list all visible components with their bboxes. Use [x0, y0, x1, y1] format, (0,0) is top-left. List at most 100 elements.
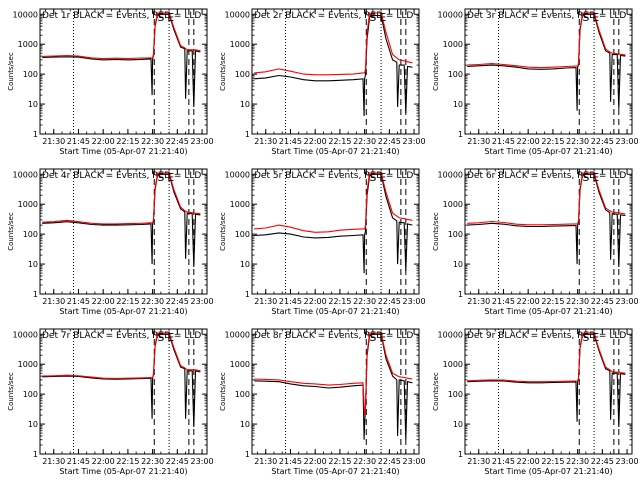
- y-axis-label: Counts/sec: [219, 52, 227, 91]
- end-marker: E: [379, 331, 386, 344]
- x-tick-label: 23:00: [616, 457, 639, 466]
- x-tick-label: 23:00: [403, 297, 426, 306]
- y-tick-label: 1000: [18, 200, 38, 209]
- y-tick-label: 1000: [443, 40, 463, 49]
- start-marker: S: [582, 171, 589, 184]
- x-axis-label: Start Time (05-Apr-07 21:21:40): [59, 147, 187, 156]
- start-marker: S: [157, 171, 164, 184]
- y-tick-label: 10: [453, 100, 463, 109]
- panel-title: Det 5r BLACK = Events, RED = LLD: [254, 171, 413, 181]
- x-axis-label: Start Time (05-Apr-07 21:21:40): [271, 147, 399, 156]
- y-tick-label: 1: [33, 290, 38, 299]
- y-tick-label: 10000: [225, 330, 250, 339]
- y-axis-label: Counts/sec: [219, 212, 227, 251]
- x-tick-label: 22:30: [566, 297, 589, 306]
- lld-series-line: [467, 332, 626, 383]
- x-tick-label: 22:30: [141, 137, 164, 146]
- y-tick-label: 10: [240, 100, 250, 109]
- x-tick-label: 22:00: [304, 457, 327, 466]
- x-tick-label: 22:30: [566, 137, 589, 146]
- y-tick-label: 10000: [438, 330, 463, 339]
- x-tick-label: 22:15: [328, 137, 351, 146]
- x-tick-label: 22:45: [378, 297, 401, 306]
- y-tick-label: 100: [448, 230, 463, 239]
- x-tick-label: 22:15: [541, 457, 564, 466]
- end-marker: E: [167, 11, 174, 24]
- x-tick-label: 22:45: [378, 137, 401, 146]
- x-axis-label: Start Time (05-Apr-07 21:21:40): [271, 467, 399, 476]
- lld-series-line: [42, 172, 201, 225]
- end-marker: E: [592, 171, 599, 184]
- lld-series-line: [467, 172, 626, 226]
- plot-frame: [464, 328, 633, 455]
- y-tick-label: 100: [235, 70, 250, 79]
- y-tick-label: 1: [458, 290, 463, 299]
- end-marker: E: [167, 331, 174, 344]
- detector-panel: Det 1r BLACK = Events, RED = LLD 1 10 100 10…: [7, 8, 214, 156]
- y-tick-label: 1: [245, 450, 250, 459]
- y-tick-label: 10: [240, 420, 250, 429]
- x-tick-label: 22:00: [92, 457, 115, 466]
- end-marker: E: [379, 11, 386, 24]
- start-marker: S: [157, 11, 164, 24]
- y-tick-label: 1000: [18, 360, 38, 369]
- x-tick-label: 22:15: [116, 137, 139, 146]
- x-tick-label: 22:00: [517, 137, 540, 146]
- lld-series-line: [254, 12, 413, 76]
- detector-panel: Det 6r BLACK = Events, RED = LLD 1 10 100 10…: [432, 168, 639, 316]
- y-tick-label: 1: [33, 130, 38, 139]
- detector-panel: Det 8r BLACK = Events, RED = LLD 1 10 100 10…: [219, 328, 426, 476]
- events-series-line: [467, 333, 626, 428]
- x-axis-label: Start Time (05-Apr-07 21:21:40): [271, 307, 399, 316]
- y-axis-label: Counts/sec: [219, 372, 227, 411]
- y-tick-label: 10: [240, 260, 250, 269]
- x-tick-label: 21:45: [67, 137, 90, 146]
- x-tick-label: 22:45: [591, 137, 614, 146]
- x-tick-label: 22:30: [353, 297, 376, 306]
- y-tick-label: 1: [458, 450, 463, 459]
- x-tick-label: 22:15: [328, 457, 351, 466]
- y-tick-label: 100: [448, 390, 463, 399]
- start-marker: S: [582, 11, 589, 24]
- y-axis-label: Counts/sec: [432, 372, 440, 411]
- plot-frame: [251, 328, 420, 455]
- y-tick-label: 1: [33, 450, 38, 459]
- y-tick-label: 10000: [13, 170, 38, 179]
- x-tick-label: 21:30: [42, 297, 65, 306]
- y-tick-label: 10: [28, 420, 38, 429]
- events-series-line: [42, 13, 201, 108]
- detector-panel: Det 7r BLACK = Events, RED = LLD 1 10 100 10…: [7, 328, 214, 476]
- start-marker: S: [369, 171, 376, 184]
- y-axis-label: Counts/sec: [7, 212, 15, 251]
- events-series-line: [467, 13, 626, 111]
- plot-frame: [251, 8, 420, 135]
- y-tick-label: 10: [453, 420, 463, 429]
- end-marker: E: [592, 11, 599, 24]
- end-marker: E: [167, 171, 174, 184]
- x-tick-label: 22:30: [353, 457, 376, 466]
- x-tick-label: 22:30: [141, 297, 164, 306]
- detector-panel: Det 5r BLACK = Events, RED = LLD 1 10 100 10…: [219, 168, 426, 316]
- events-series-line: [254, 173, 413, 274]
- panel-title: Det 1r BLACK = Events, RED = LLD: [42, 11, 201, 21]
- x-axis-label: Start Time (05-Apr-07 21:21:40): [484, 307, 612, 316]
- panel-title: Det 7r BLACK = Events, RED = LLD: [42, 331, 201, 341]
- plot-frame: [39, 8, 208, 135]
- start-marker: S: [369, 331, 376, 344]
- x-tick-label: 22:30: [353, 137, 376, 146]
- x-tick-label: 21:45: [67, 297, 90, 306]
- start-marker: S: [369, 11, 376, 24]
- x-tick-label: 23:00: [616, 297, 639, 306]
- plot-frame: [464, 8, 633, 135]
- x-tick-label: 23:00: [616, 137, 639, 146]
- x-axis-label: Start Time (05-Apr-07 21:21:40): [59, 307, 187, 316]
- x-tick-label: 22:30: [141, 457, 164, 466]
- plot-frame: [251, 168, 420, 295]
- y-tick-label: 100: [23, 230, 38, 239]
- x-tick-label: 23:00: [403, 457, 426, 466]
- events-series-line: [467, 173, 626, 268]
- y-axis-label: Counts/sec: [7, 52, 15, 91]
- y-tick-label: 1: [458, 130, 463, 139]
- x-axis-label: Start Time (05-Apr-07 21:21:40): [59, 467, 187, 476]
